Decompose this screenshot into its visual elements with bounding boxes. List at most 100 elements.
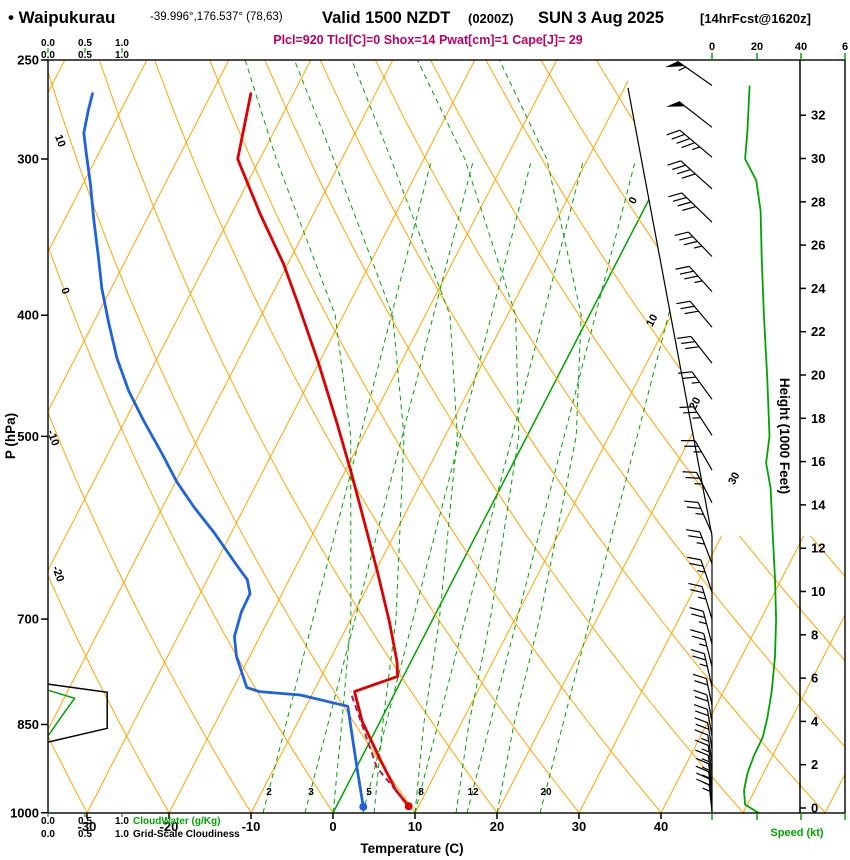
wind-barb-half xyxy=(698,621,707,625)
cloudiness-scale-label: 0.0 xyxy=(41,829,55,840)
temperature-tick-label: -30 xyxy=(78,819,97,834)
mixing-ratio-line xyxy=(304,159,474,813)
wind-barb-full xyxy=(695,757,709,765)
height-tick-label: 28 xyxy=(811,194,825,209)
cloudiness-scale-label: 1.0 xyxy=(115,829,129,840)
wind-barb-full xyxy=(666,129,681,136)
isotherm-line xyxy=(48,60,312,813)
cloudiness-scale-label: 0.5 xyxy=(78,829,92,840)
pressure-tick-label: 850 xyxy=(17,717,39,732)
wind-barb-full xyxy=(685,346,700,350)
isotherm-label: 20 xyxy=(687,395,703,411)
height-tick-label: 32 xyxy=(811,108,825,123)
wind-barb-full xyxy=(695,710,709,717)
moist-adiabat-curve xyxy=(351,60,458,813)
dry-adiabat-curve xyxy=(374,60,845,813)
height-axis xyxy=(799,60,806,813)
cloudiness-trace xyxy=(47,683,108,743)
wind-barb-full xyxy=(694,680,708,686)
dry-adiabat-curve xyxy=(154,60,605,813)
wind-barb-full xyxy=(696,778,710,786)
wind-barb-staff xyxy=(702,611,713,645)
wind-barb-full xyxy=(686,506,701,510)
wind-barb-half xyxy=(701,748,710,753)
cloudwater-scale-title: CloudWater (g/Kg) xyxy=(133,816,220,827)
moist-adiabat-curve xyxy=(416,60,520,813)
wind-barb-full xyxy=(689,562,704,567)
wind-barb-full xyxy=(691,635,706,641)
dry-adiabat-curve xyxy=(485,60,845,813)
wind-barb-full xyxy=(693,689,708,696)
wind-barb-full xyxy=(681,173,696,179)
cloudwater-trace xyxy=(47,689,76,737)
wind-barb-staff xyxy=(707,745,713,773)
wind-barb-full xyxy=(682,205,696,211)
wind-barb-full xyxy=(684,500,699,504)
wind-barb-half xyxy=(697,596,706,600)
pressure-axis-title: P (hPa) xyxy=(3,413,18,459)
wind-barb-column xyxy=(664,60,713,812)
cloud-scale xyxy=(47,48,123,817)
wind-barb-full xyxy=(679,270,694,275)
wind-barb-full xyxy=(681,142,695,149)
wind-barb-half xyxy=(699,663,708,667)
dry-adiabat-curve xyxy=(48,60,439,813)
cloudwater-scale-label: 0.5 xyxy=(78,38,92,49)
height-tick-label: 2 xyxy=(811,757,818,772)
wind-barb-full xyxy=(690,649,705,655)
freezing-isotherm-line xyxy=(332,60,722,813)
wind-barb-staff xyxy=(688,265,713,293)
pressure-tick-label: 250 xyxy=(17,53,39,68)
wind-barb-staff xyxy=(679,129,713,158)
valid-label: Valid 1500 NZDT xyxy=(322,9,450,27)
wind-barb-full xyxy=(685,476,700,479)
cloudwater-scale-label: 1.0 xyxy=(115,816,129,827)
station-title: • Waipukurau xyxy=(8,8,115,27)
cloudwater-scale-label: 0.0 xyxy=(41,38,55,49)
wind-barb-staff xyxy=(706,694,713,722)
forecast-tag: [14hrFcst@1620z] xyxy=(700,11,811,26)
wind-barb-full xyxy=(684,275,699,280)
wind-barb-staff xyxy=(701,586,713,620)
wind-barb-full xyxy=(688,582,703,588)
surface-dewpoint-dot xyxy=(359,802,368,811)
wind-barb-half xyxy=(701,766,710,771)
wind-barb-full xyxy=(679,406,694,409)
height-tick-label: 0 xyxy=(811,801,818,816)
wind-barb-staff xyxy=(699,531,713,564)
wind-barb-half xyxy=(692,146,700,151)
wind-barb-full xyxy=(693,703,708,710)
wind-barb-half xyxy=(678,66,687,72)
height-tick-label: 14 xyxy=(811,497,826,512)
temperature-tick-label: -20 xyxy=(160,819,179,834)
wind-barb-half xyxy=(697,570,706,573)
dry-adiabat-curve xyxy=(48,60,272,813)
station-coords: -39.996°,176.537° (78,63) xyxy=(150,11,283,23)
cloudiness-scale-title: Grid-Scale Cloudiness xyxy=(133,829,240,840)
wind-barb-half xyxy=(701,737,710,742)
wind-barb-full xyxy=(689,607,704,612)
wind-barb-full xyxy=(683,240,698,246)
isotherm-line xyxy=(660,60,845,813)
mixing-ratio-line xyxy=(362,159,532,813)
height-tick-label: 18 xyxy=(811,411,825,426)
isotherm-line xyxy=(742,60,845,813)
wind-barb-staff xyxy=(707,722,713,750)
dry-adiabat-curve xyxy=(209,60,689,813)
height-tick-label: 30 xyxy=(811,151,825,166)
wind-barb-full xyxy=(688,535,703,539)
height-tick-label: 22 xyxy=(811,324,825,339)
wind-barb-staff xyxy=(689,300,713,328)
wind-barb-staff xyxy=(708,763,713,791)
wind-barb-full xyxy=(674,231,689,237)
wind-barb-full xyxy=(676,168,691,175)
pressure-tick-label: 400 xyxy=(17,308,39,323)
pressure-tick-label: 1000 xyxy=(10,805,39,820)
wind-barb-staff xyxy=(681,192,713,223)
isotherm-line xyxy=(250,60,640,813)
speed-scale xyxy=(711,53,846,820)
dry-adiabat-curve xyxy=(430,60,845,813)
wind-barb-full xyxy=(695,765,709,773)
wind-barb-half xyxy=(699,643,708,647)
